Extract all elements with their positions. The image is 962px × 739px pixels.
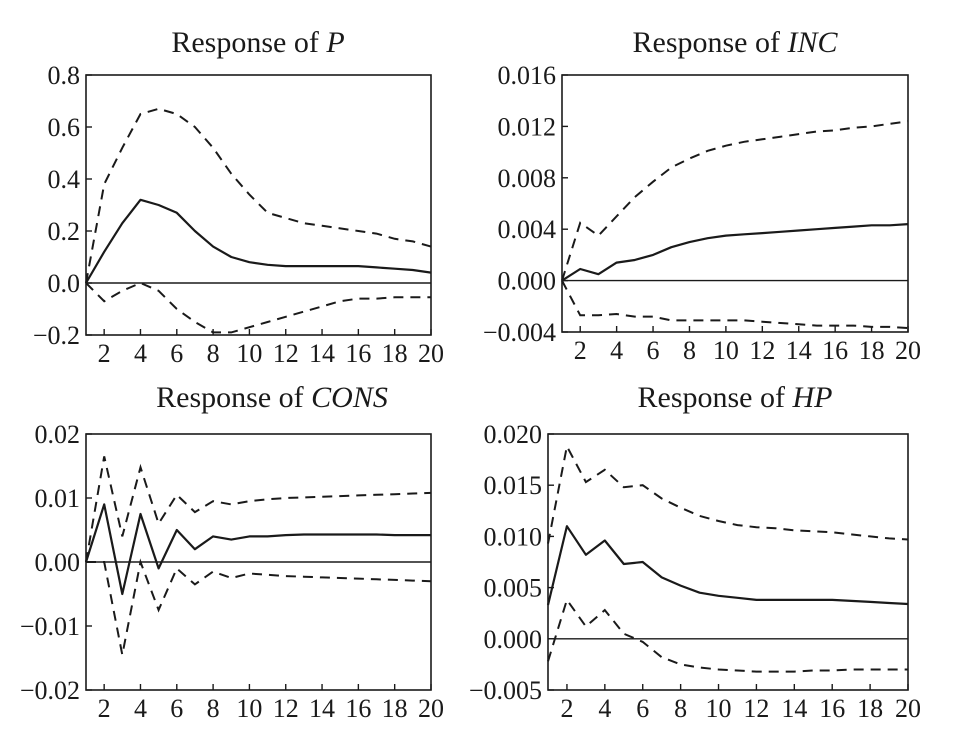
panel-title-variable: HP: [791, 381, 832, 414]
y-tick-label-cons: 0.02: [35, 420, 81, 449]
x-tick-label-hp: 16: [819, 694, 845, 723]
x-tick-label-p: 12: [273, 339, 299, 368]
x-tick-label-inc: 8: [683, 336, 696, 365]
y-tick-label-p: 0.0: [48, 269, 81, 298]
y-tick-label-hp: 0.000: [484, 625, 543, 654]
y-tick-label-hp: 0.010: [484, 522, 543, 551]
y-tick-label-p: 0.4: [48, 165, 81, 194]
x-tick-label-hp: 18: [857, 694, 883, 723]
y-tick-label-cons: −0.02: [20, 676, 80, 705]
x-tick-label-inc: 20: [895, 336, 921, 365]
panel-title-variable: P: [325, 26, 344, 59]
plot-frame-hp: [547, 433, 909, 691]
panel-p: Response of P −0.2 0.0 0.2 0.4 0.6 0.8 2 4 6 8 10 12…: [33, 26, 444, 368]
x-tick-label-p: 2: [98, 339, 111, 368]
panel-title-prefix: Response of: [633, 26, 788, 59]
plot-frame-p: [85, 74, 432, 336]
x-tick-label-cons: 12: [273, 694, 299, 723]
y-tick-label-p: −0.2: [33, 321, 80, 350]
x-tick-label-inc: 18: [859, 336, 885, 365]
lower-band-line-inc: [561, 280, 909, 330]
x-tick-label-inc: 14: [786, 336, 812, 365]
x-tick-label-p: 16: [345, 339, 371, 368]
y-tick-label-inc: 0.012: [498, 112, 557, 141]
lower-band-line-hp: [547, 597, 908, 673]
y-tick-label-cons: 0.01: [35, 484, 81, 513]
x-tick-label-hp: 6: [636, 694, 649, 723]
panel-title-cons: Response of CONS: [156, 381, 388, 414]
x-tick-label-hp: 2: [560, 694, 573, 723]
upper-band-line-cons: [85, 456, 432, 563]
x-tick-label-hp: 4: [598, 694, 611, 723]
panel-title-hp: Response of HP: [638, 381, 833, 414]
panel-hp: Response of HP −0.005 0.000 0.005 0.010 0.015…: [469, 381, 921, 723]
response-line-cons: [84, 503, 431, 596]
x-tick-label-inc: 10: [713, 336, 739, 365]
panel-title-inc: Response of INC: [633, 26, 839, 59]
x-tick-label-p: 14: [309, 339, 335, 368]
x-tick-label-hp: 8: [674, 694, 687, 723]
y-tick-label-hp: 0.020: [484, 420, 543, 449]
y-tick-label-inc: −0.004: [483, 318, 556, 347]
x-tick-label-inc: 16: [822, 336, 848, 365]
y-tick-label-inc: 0.016: [498, 61, 557, 90]
y-tick-label-inc: 0.000: [498, 267, 557, 296]
lower-band-line-cons: [86, 558, 432, 655]
x-tick-label-cons: 8: [207, 694, 220, 723]
x-tick-label-p: 8: [207, 339, 220, 368]
response-line-hp: [546, 525, 909, 606]
x-tick-label-cons: 10: [236, 694, 262, 723]
x-tick-label-p: 4: [134, 339, 147, 368]
x-tick-label-p: 18: [382, 339, 408, 368]
panel-cons: Response of CONS −0.02 −0.01 0.00 0.01 0.02 2 4…: [20, 381, 444, 723]
panel-title-prefix: Response of: [156, 381, 311, 414]
x-tick-label-cons: 18: [382, 694, 408, 723]
response-line-inc: [561, 223, 909, 282]
y-tick-label-inc: 0.004: [498, 215, 557, 244]
x-tick-label-inc: 12: [749, 336, 775, 365]
x-tick-label-hp: 14: [781, 694, 807, 723]
upper-band-line-inc: [561, 120, 909, 281]
x-tick-label-cons: 4: [134, 694, 147, 723]
x-tick-label-hp: 12: [743, 694, 769, 723]
x-tick-label-inc: 6: [647, 336, 660, 365]
panel-title-prefix: Response of: [171, 26, 326, 59]
panel-inc: Response of INC −0.004 0.000 0.004 0.008 0.01…: [483, 26, 921, 365]
y-tick-label-p: 0.2: [48, 217, 81, 246]
y-tick-label-hp: −0.005: [469, 676, 542, 705]
y-tick-label-hp: 0.005: [484, 574, 543, 603]
response-line-p: [85, 198, 432, 284]
y-tick-label-cons: 0.00: [35, 548, 81, 577]
x-tick-label-p: 6: [170, 339, 183, 368]
x-tick-label-cons: 16: [345, 694, 371, 723]
upper-band-line-hp: [547, 443, 909, 544]
x-tick-label-inc: 2: [574, 336, 587, 365]
y-tick-label-cons: −0.01: [20, 612, 80, 641]
y-tick-label-p: 0.8: [48, 61, 81, 90]
y-tick-label-hp: 0.015: [484, 471, 543, 500]
x-tick-label-p: 20: [418, 339, 444, 368]
x-tick-label-hp: 10: [706, 694, 732, 723]
y-tick-label-p: 0.6: [48, 113, 81, 142]
x-tick-label-inc: 4: [610, 336, 623, 365]
panel-title-p: Response of P: [171, 26, 344, 59]
x-tick-label-hp: 20: [895, 694, 921, 723]
x-tick-label-cons: 14: [309, 694, 335, 723]
plot-frame-inc: [561, 74, 909, 333]
panel-title-variable: CONS: [311, 381, 388, 414]
x-tick-label-p: 10: [236, 339, 262, 368]
y-tick-label-inc: 0.008: [498, 164, 557, 193]
x-tick-label-cons: 6: [170, 694, 183, 723]
lower-band-line-p: [85, 281, 431, 334]
panel-title-prefix: Response of: [638, 381, 793, 414]
x-tick-label-cons: 2: [98, 694, 111, 723]
upper-band-line-p: [85, 107, 432, 284]
x-tick-label-cons: 20: [418, 694, 444, 723]
panel-title-variable: INC: [786, 26, 838, 59]
